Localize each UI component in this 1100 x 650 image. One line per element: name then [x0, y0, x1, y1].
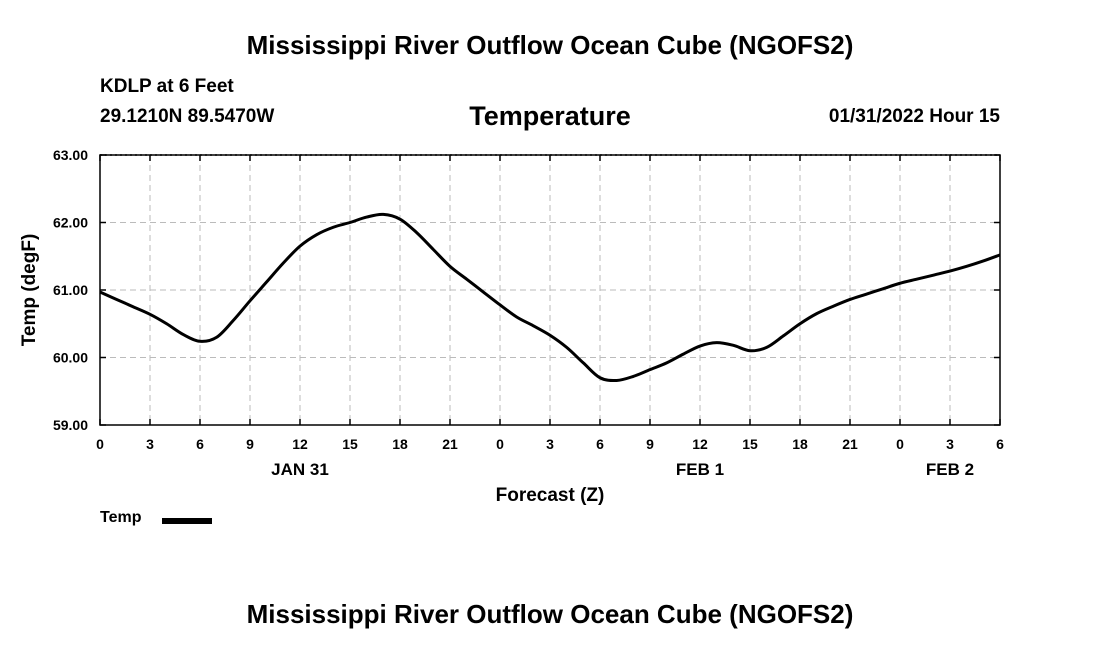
axis-labels: 0 3 6 9 12 15 18 21 0 3 6 9 12 15 18 21 0 3 6 59.00 60.00 61.… — [53, 147, 1004, 479]
temp-series-line — [99, 212, 1001, 383]
y-tick-label: 59.00 — [53, 417, 88, 433]
x-tick-label: 21 — [442, 436, 458, 452]
x-tick-label: 6 — [996, 436, 1004, 452]
x-tick-label: 18 — [392, 436, 408, 452]
x-tick-label: 0 — [96, 436, 104, 452]
grid — [100, 155, 1000, 425]
y-tick-label: 63.00 — [53, 147, 88, 163]
y-tick-label: 62.00 — [53, 215, 88, 231]
station-coordinates: 29.1210N 89.5470W — [100, 106, 275, 127]
date-label: FEB 1 — [676, 460, 724, 479]
x-tick-label: 6 — [596, 436, 604, 452]
y-axis-label: Temp (degF) — [19, 234, 40, 347]
date-label: FEB 2 — [926, 460, 974, 479]
x-tick-label: 12 — [692, 436, 708, 452]
legend-label: Temp — [100, 509, 142, 526]
station-label: KDLP at 6 Feet — [100, 76, 234, 97]
footer-title: Mississippi River Outflow Ocean Cube (NG… — [246, 599, 854, 629]
x-tick-label: 6 — [196, 436, 204, 452]
x-axis-label: Forecast (Z) — [496, 485, 605, 506]
x-tick-label: 12 — [292, 436, 308, 452]
x-tick-label: 3 — [946, 436, 954, 452]
x-tick-label: 3 — [146, 436, 154, 452]
x-tick-label: 9 — [246, 436, 254, 452]
y-tick-label: 61.00 — [53, 282, 88, 298]
x-tick-label: 18 — [792, 436, 808, 452]
x-tick-label: 15 — [342, 436, 358, 452]
series-layer — [99, 212, 1001, 383]
forecast-date-hour: 01/31/2022 Hour 15 — [828, 106, 1000, 127]
chart-title: Temperature — [469, 101, 631, 131]
x-tick-label: 3 — [546, 436, 554, 452]
x-tick-label: 0 — [896, 436, 904, 452]
x-tick-label: 15 — [742, 436, 758, 452]
x-tick-label: 9 — [646, 436, 654, 452]
legend-swatch — [162, 518, 212, 524]
axis-ticks — [99, 154, 1001, 426]
main-title: Mississippi River Outflow Ocean Cube (NG… — [246, 30, 854, 60]
x-tick-label: 21 — [842, 436, 858, 452]
date-label: JAN 31 — [271, 460, 329, 479]
x-tick-label: 0 — [496, 436, 504, 452]
y-tick-label: 60.00 — [53, 350, 88, 366]
